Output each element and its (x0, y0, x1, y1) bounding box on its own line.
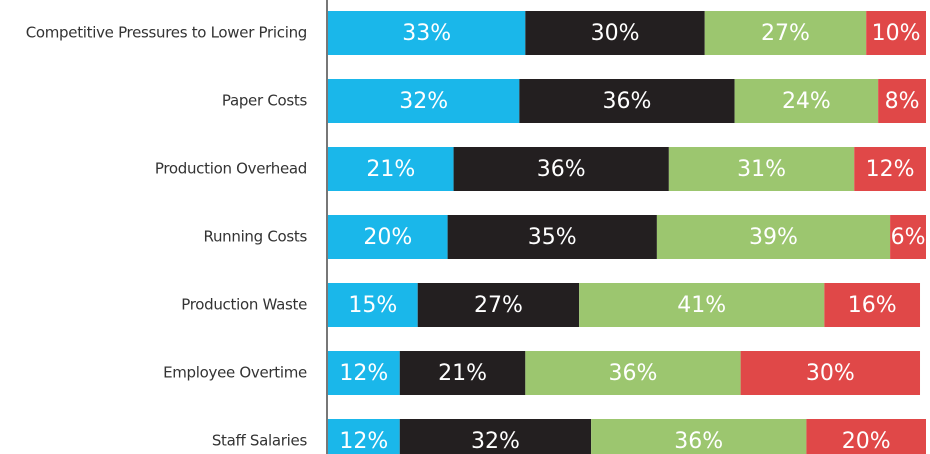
bar-segment (668, 147, 855, 191)
bar-segment (740, 351, 921, 395)
value-label: 32% (399, 89, 448, 114)
value-label: 39% (749, 225, 798, 250)
bar-segment (417, 283, 580, 327)
value-label: 6% (891, 225, 926, 250)
category-label: Paper Costs (222, 92, 308, 110)
bar-segment (399, 351, 526, 395)
bar-segment (890, 215, 926, 259)
value-label: 36% (674, 429, 723, 454)
bar-segment (878, 79, 926, 123)
bar-segment (328, 351, 400, 395)
value-label: 10% (872, 21, 921, 46)
bar-segment (824, 283, 921, 327)
value-label: 35% (528, 225, 577, 250)
bar-segment (525, 11, 705, 55)
bar-segment (525, 351, 741, 395)
bar-segment (519, 79, 735, 123)
value-label: 15% (348, 293, 397, 318)
value-label: 12% (866, 157, 915, 182)
category-label: Running Costs (204, 228, 308, 246)
bar-segment (328, 147, 454, 191)
bar-segment (656, 215, 891, 259)
value-label: 41% (677, 293, 726, 318)
value-label: 27% (474, 293, 523, 318)
value-label: 20% (363, 225, 412, 250)
category-label: Employee Overtime (163, 364, 307, 382)
category-label: Competitive Pressures to Lower Pricing (26, 24, 307, 42)
value-label: 27% (761, 21, 810, 46)
value-label: 24% (782, 89, 831, 114)
bar-segment (854, 147, 926, 191)
bar-segment (591, 419, 807, 454)
value-label: 30% (591, 21, 640, 46)
category-label: Production Overhead (155, 160, 307, 178)
category-label: Staff Salaries (212, 432, 308, 450)
value-label: 12% (339, 361, 388, 386)
value-label: 8% (885, 89, 920, 114)
category-label: Production Waste (181, 296, 307, 314)
value-label: 32% (471, 429, 520, 454)
bar-segment (453, 147, 669, 191)
bar-segment (866, 11, 926, 55)
bar-segment (447, 215, 657, 259)
bar-segment (704, 11, 867, 55)
value-label: 31% (737, 157, 786, 182)
bar-segment (399, 419, 592, 454)
bar-segment (579, 283, 825, 327)
value-label: 30% (806, 361, 855, 386)
bar-segment (806, 419, 926, 454)
bar-segment (734, 79, 879, 123)
value-label: 33% (402, 21, 451, 46)
value-label: 36% (603, 89, 652, 114)
value-label: 12% (339, 429, 388, 454)
bar-segment (328, 11, 526, 55)
value-label: 21% (366, 157, 415, 182)
bar-segment (328, 215, 448, 259)
value-label: 16% (848, 293, 897, 318)
bar-segment (328, 419, 400, 454)
bar-segment (328, 79, 520, 123)
value-label: 20% (842, 429, 891, 454)
value-label: 36% (609, 361, 658, 386)
value-label: 36% (537, 157, 586, 182)
value-label: 21% (438, 361, 487, 386)
bar-segment (328, 283, 418, 327)
